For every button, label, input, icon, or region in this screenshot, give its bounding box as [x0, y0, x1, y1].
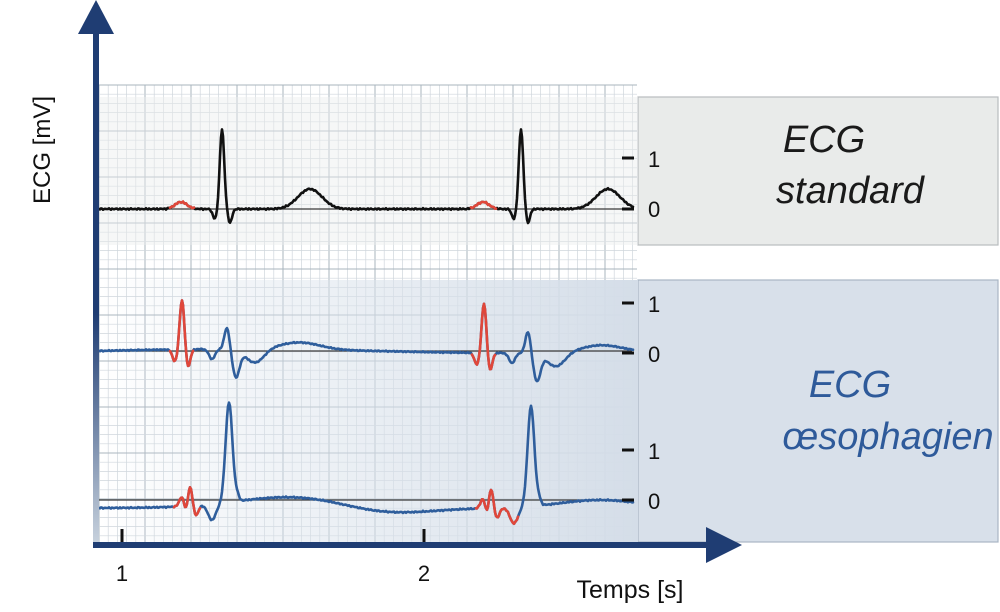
standard-scale-label-0: 0 — [648, 197, 660, 222]
y-axis: ECG [mV] — [29, 0, 114, 546]
standard-scale: 1 0 — [622, 147, 660, 222]
oeso-1-p-wave-highlight — [168, 299, 195, 368]
oeso-2-scale-label-0: 0 — [648, 489, 660, 514]
standard-panel-left-fill — [100, 97, 638, 245]
standard-p-wave-highlight — [469, 200, 498, 210]
oeso-2-p-wave-highlight — [172, 486, 202, 517]
x-tick-label-1: 1 — [116, 561, 128, 586]
oeso-1-p-wave-highlight — [470, 302, 497, 371]
standard-p-wave-highlight — [168, 199, 196, 210]
x-tick-label-2: 2 — [418, 561, 430, 586]
oesophageal-panel-left-fill — [100, 280, 638, 542]
oeso-1-scale-label-1: 1 — [648, 292, 660, 317]
standard-title-line-2: standard — [776, 170, 926, 212]
standard-title-line-1: ECG — [783, 119, 865, 161]
standard-scale-label-1: 1 — [648, 147, 660, 172]
oeso-2-scale: 1 0 — [622, 439, 660, 514]
y-axis-line — [93, 28, 99, 546]
oeso-2-p-wave-highlight — [474, 488, 520, 526]
y-axis-arrow-icon — [78, 0, 114, 34]
oeso-1-scale: 1 0 — [622, 292, 660, 367]
oesophageal-title-line-2: œsophagien — [782, 416, 993, 458]
y-axis-label: ECG [mV] — [29, 96, 56, 204]
x-axis: 1 2 Temps [s] — [93, 527, 742, 604]
standard-panel-box — [637, 96, 999, 246]
x-axis-line — [93, 542, 713, 548]
oesophageal-panel-box — [637, 279, 999, 543]
x-axis-arrow-icon — [706, 527, 742, 563]
oesophageal-title-line-1: ECG — [809, 364, 891, 406]
oeso-1-scale-label-0: 0 — [648, 342, 660, 367]
x-axis-label: Temps [s] — [577, 576, 684, 604]
oeso-2-scale-label-1: 1 — [648, 439, 660, 464]
